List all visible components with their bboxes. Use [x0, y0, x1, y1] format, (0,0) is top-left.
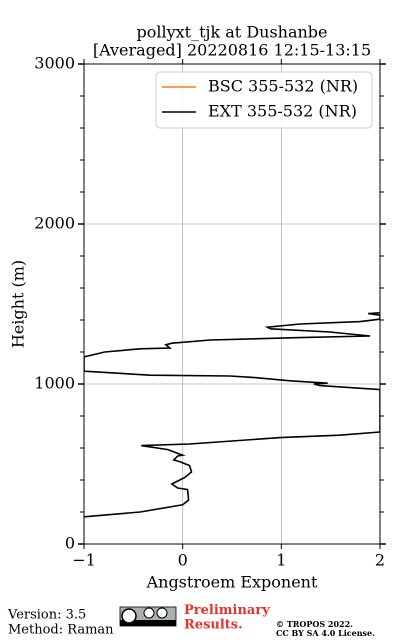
y-axis-label: Height (m): [9, 260, 28, 348]
copyright: © TROPOS 2022.: [276, 619, 353, 629]
y-tick-label: 2000: [34, 214, 75, 233]
legend-label: EXT 355-532 (NR): [208, 102, 357, 121]
chart-subtitle: [Averaged] 20220816 12:15-13:15: [93, 41, 371, 60]
y-tick-label: 0: [65, 534, 75, 553]
x-tick-label: 1: [276, 551, 286, 570]
preliminary-2: Results.: [184, 618, 243, 633]
x-tick-label: 0: [178, 551, 188, 570]
y-tick-label: 1000: [34, 374, 75, 393]
x-tick-label: −1: [72, 551, 96, 570]
plot-frame: [83, 63, 381, 545]
method: Method: Raman: [8, 623, 114, 638]
x-tick-label: 2: [375, 551, 385, 570]
notice: Preliminary: [184, 603, 270, 618]
version: Version: 3.5: [7, 608, 86, 623]
preliminary: Preliminary: [184, 603, 270, 618]
legend-label: BSC 355-532 (NR): [208, 77, 358, 96]
cc-logo: [119, 606, 177, 627]
license: CC BY SA 4.0 License.: [276, 628, 375, 638]
profile-line: [84, 312, 380, 518]
chart-title: pollyxt_tjk at Dushanbe: [136, 23, 327, 42]
x-axis-label: Angstroem Exponent: [146, 573, 318, 592]
legend-box: [155, 71, 373, 129]
y-tick-label: 3000: [34, 54, 75, 73]
